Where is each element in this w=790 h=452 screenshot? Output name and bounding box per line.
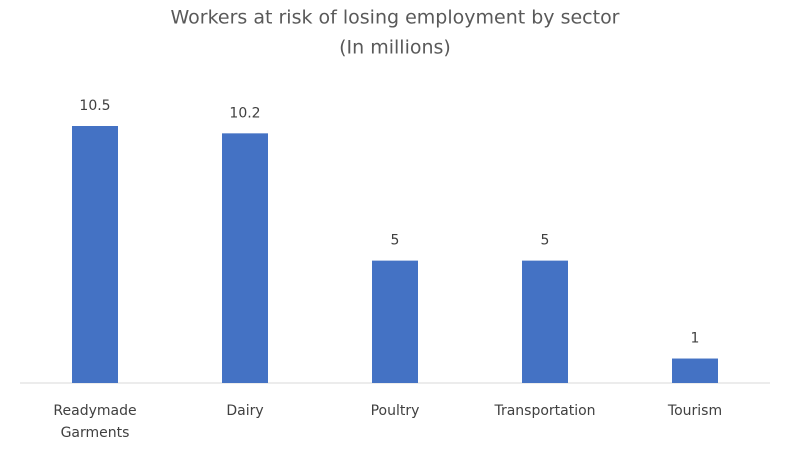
x-tick-label: Poultry [370,403,420,419]
bar [672,358,718,383]
bar [522,260,568,383]
data-label: 10.5 [79,98,110,114]
x-tick-label: Transportation [494,403,596,419]
x-tick-label: Dairy [226,403,264,419]
data-label: 5 [391,233,400,249]
data-label: 1 [691,331,700,347]
data-label: 5 [541,233,550,249]
chart-subtitle: (In millions) [339,37,451,59]
bar [72,126,118,383]
bar [372,260,418,383]
x-tick-label: Tourism [667,403,723,419]
data-label: 10.2 [229,105,260,121]
bar [222,133,268,383]
x-tick-label: Readymade Garments [53,403,137,441]
chart-title: Workers at risk of losing employment by … [170,7,619,29]
